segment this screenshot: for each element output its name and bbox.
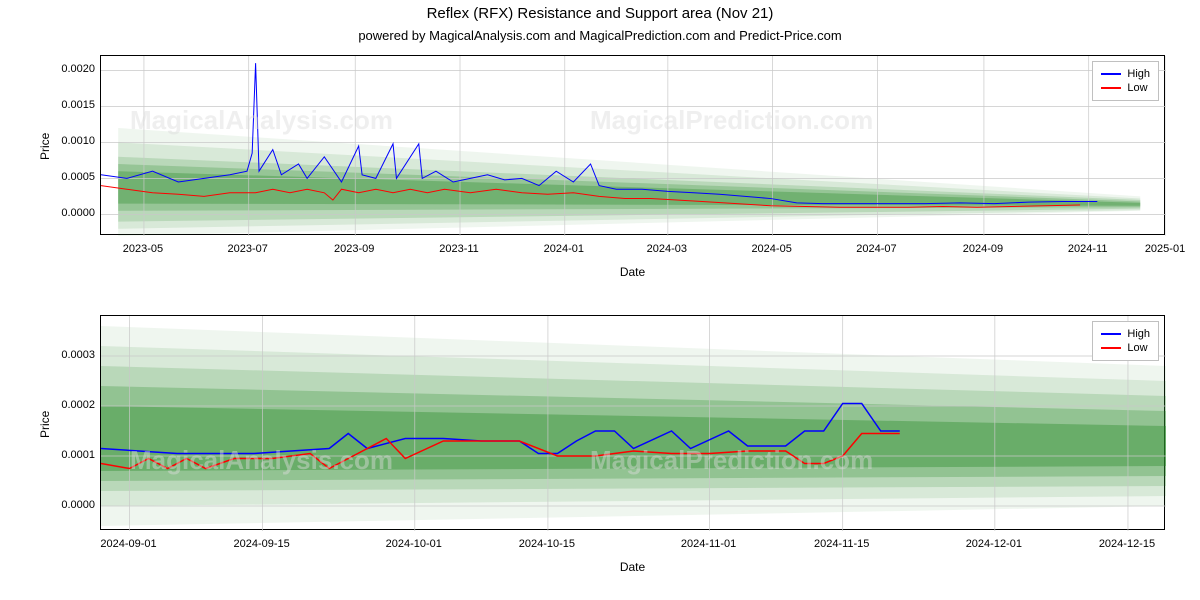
- bottom-ylabel: Price: [38, 410, 52, 437]
- legend-label: Low: [1127, 82, 1147, 94]
- chart-subtitle: powered by MagicalAnalysis.com and Magic…: [0, 28, 1200, 43]
- ytick-label: 0.0000: [45, 207, 95, 219]
- xtick-label: 2023-05: [123, 243, 163, 255]
- ytick-label: 0.0005: [45, 171, 95, 183]
- xtick-label: 2024-09-15: [234, 538, 290, 550]
- xtick-label: 2025-01: [1145, 243, 1185, 255]
- legend-item: High: [1101, 68, 1150, 80]
- ytick-label: 0.0001: [45, 449, 95, 461]
- xtick-label: 2024-10-01: [386, 538, 442, 550]
- ytick-label: 0.0015: [45, 99, 95, 111]
- chart-title: Reflex (RFX) Resistance and Support area…: [0, 5, 1200, 22]
- legend-label: High: [1127, 68, 1150, 80]
- xtick-label: 2023-07: [228, 243, 268, 255]
- bottom-xlabel: Date: [100, 560, 1165, 574]
- ytick-label: 0.0000: [45, 499, 95, 511]
- legend-item: Low: [1101, 82, 1150, 94]
- legend-item: High: [1101, 328, 1150, 340]
- xtick-label: 2024-12-01: [966, 538, 1022, 550]
- top-legend: High Low: [1092, 61, 1159, 101]
- xtick-label: 2024-11-01: [681, 538, 736, 550]
- bottom-chart-panel: [100, 315, 1165, 530]
- xtick-label: 2024-05: [751, 243, 791, 255]
- figure: Reflex (RFX) Resistance and Support area…: [0, 0, 1200, 600]
- xtick-label: 2024-10-15: [519, 538, 575, 550]
- legend-item: Low: [1101, 342, 1150, 354]
- xtick-label: 2024-07: [856, 243, 896, 255]
- top-xlabel: Date: [100, 265, 1165, 279]
- xtick-label: 2024-03: [647, 243, 687, 255]
- legend-label: High: [1127, 328, 1150, 340]
- legend-label: Low: [1127, 342, 1147, 354]
- ytick-label: 0.0002: [45, 399, 95, 411]
- xtick-label: 2024-09-01: [100, 538, 156, 550]
- ytick-label: 0.0003: [45, 349, 95, 361]
- xtick-label: 2024-09: [963, 243, 1003, 255]
- xtick-label: 2023-09: [334, 243, 374, 255]
- xtick-label: 2023-11: [439, 243, 479, 255]
- ytick-label: 0.0010: [45, 135, 95, 147]
- top-chart-panel: [100, 55, 1165, 235]
- xtick-label: 2024-01: [544, 243, 584, 255]
- xtick-label: 2024-11-15: [814, 538, 869, 550]
- bottom-legend: High Low: [1092, 321, 1159, 361]
- xtick-label: 2024-12-15: [1099, 538, 1155, 550]
- ytick-label: 0.0020: [45, 63, 95, 75]
- xtick-label: 2024-11: [1068, 243, 1108, 255]
